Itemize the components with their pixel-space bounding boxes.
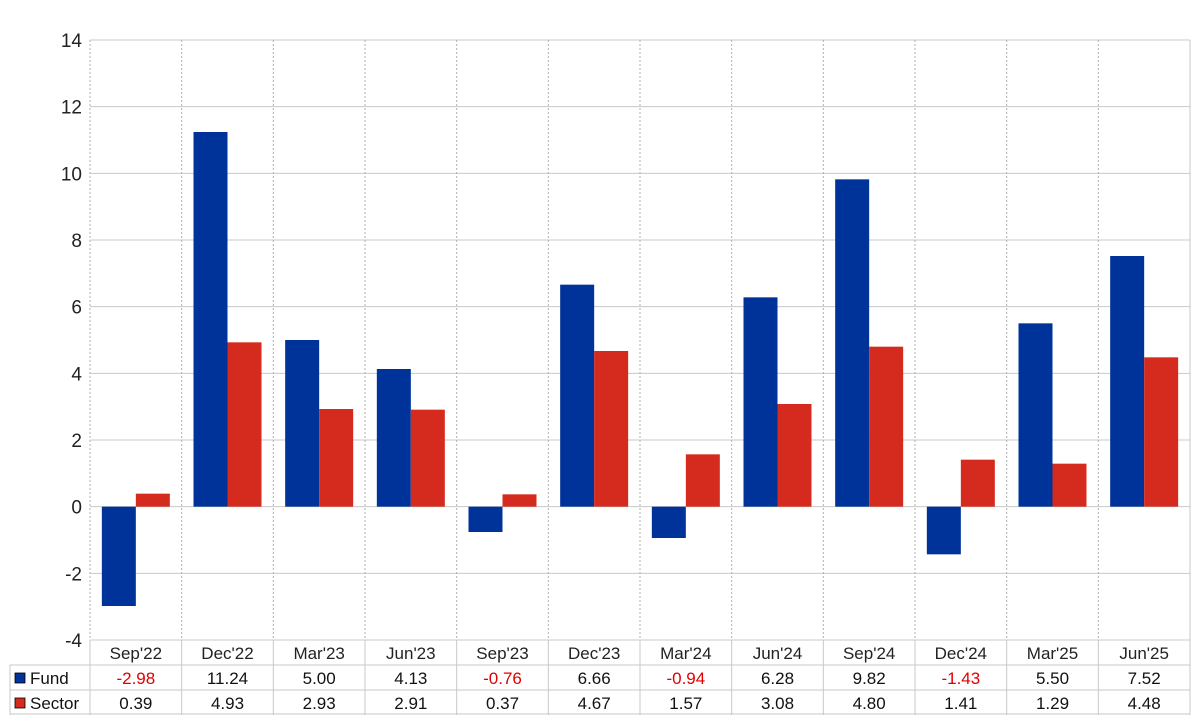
sector-bar [502,494,537,507]
legend-label-sector: Sector [30,694,79,713]
x-category-label: Mar'23 [293,644,344,663]
fund-data-label: 5.00 [303,669,336,688]
y-tick-label: 0 [71,498,82,519]
fund-data-label: 11.24 [207,669,248,688]
fund-legend-swatch [14,672,26,684]
sector-bar [685,454,720,507]
fund-bar [743,297,778,507]
fund-bar [1110,256,1145,507]
fund-data-label: 4.13 [394,669,427,688]
y-tick-label: 10 [61,164,82,185]
x-category-label: Jun'23 [386,644,436,663]
x-category-label: Dec'24 [935,644,987,663]
sector-data-label: 2.91 [394,694,427,713]
fund-data-label: -0.76 [483,669,522,688]
y-tick-label: 8 [71,231,82,252]
fund-bar [1018,323,1053,507]
y-tick-label: 6 [71,298,82,319]
fund-data-label: 5.50 [1036,669,1069,688]
x-category-label: Jun'24 [753,644,803,663]
fund-bar [376,369,411,507]
x-category-label: Mar'24 [660,644,711,663]
sector-bar [960,459,995,507]
sector-bar [777,404,812,507]
sector-data-label: 3.08 [761,694,794,713]
sector-data-label: 2.93 [303,694,336,713]
sector-bar [135,493,170,507]
fund-bar [193,132,228,507]
sector-data-label: 1.57 [669,694,702,713]
bars [101,132,1179,606]
x-category-label: Sep'23 [476,644,528,663]
fund-data-label: 6.66 [578,669,611,688]
sector-data-label: 4.80 [853,694,886,713]
y-tick-label: 12 [61,98,82,119]
fund-bar [926,506,961,555]
fund-data-label: -1.43 [941,669,980,688]
sector-bar [1144,357,1179,507]
sector-data-label: 4.93 [211,694,244,713]
x-category-label: Mar'25 [1027,644,1078,663]
sector-legend-swatch [14,697,26,709]
y-tick-label: -4 [65,631,82,652]
sector-data-label: 1.41 [944,694,977,713]
sector-bar [319,409,354,507]
x-category-label: Sep'24 [843,644,895,663]
sector-data-label: 0.39 [119,694,152,713]
sector-bar [869,346,904,507]
fund-bar [651,506,686,538]
y-tick-label: -2 [65,564,82,585]
y-tick-label: 2 [71,431,82,452]
fund-data-label: 7.52 [1128,669,1161,688]
sector-bar [227,342,262,507]
sector-data-label: 1.29 [1036,694,1069,713]
fund-bar [835,179,870,507]
fund-bar [468,506,503,532]
data-table: Sep'22 Dec'22 Mar'23 Jun'23 Sep'23 Dec'23 Mar'… [9,640,1191,715]
sector-bar [1052,463,1087,507]
sector-bar [410,409,445,507]
sector-bar [594,351,629,507]
y-axis: 14 12 10 8 6 4 2 0 -2 -4 [61,31,83,652]
fund-bar [560,284,595,507]
fund-data-label: -2.98 [116,669,155,688]
y-tick-label: 14 [61,31,83,52]
fund-data-label: -0.94 [666,669,705,688]
x-category-label: Jun'25 [1119,644,1169,663]
fund-bar [101,506,136,606]
grid-lines [89,39,1191,641]
fund-data-label: 6.28 [761,669,794,688]
x-category-label: Dec'23 [568,644,620,663]
fund-bar [285,340,320,507]
x-category-label: Sep'22 [110,644,162,663]
y-tick-label: 4 [71,364,82,385]
fund-data-label: 9.82 [853,669,886,688]
sector-data-label: 4.48 [1128,694,1161,713]
legend-label-fund: Fund [30,669,69,688]
sector-data-label: 0.37 [486,694,519,713]
x-category-label: Dec'22 [201,644,253,663]
sector-data-label: 4.67 [578,694,611,713]
